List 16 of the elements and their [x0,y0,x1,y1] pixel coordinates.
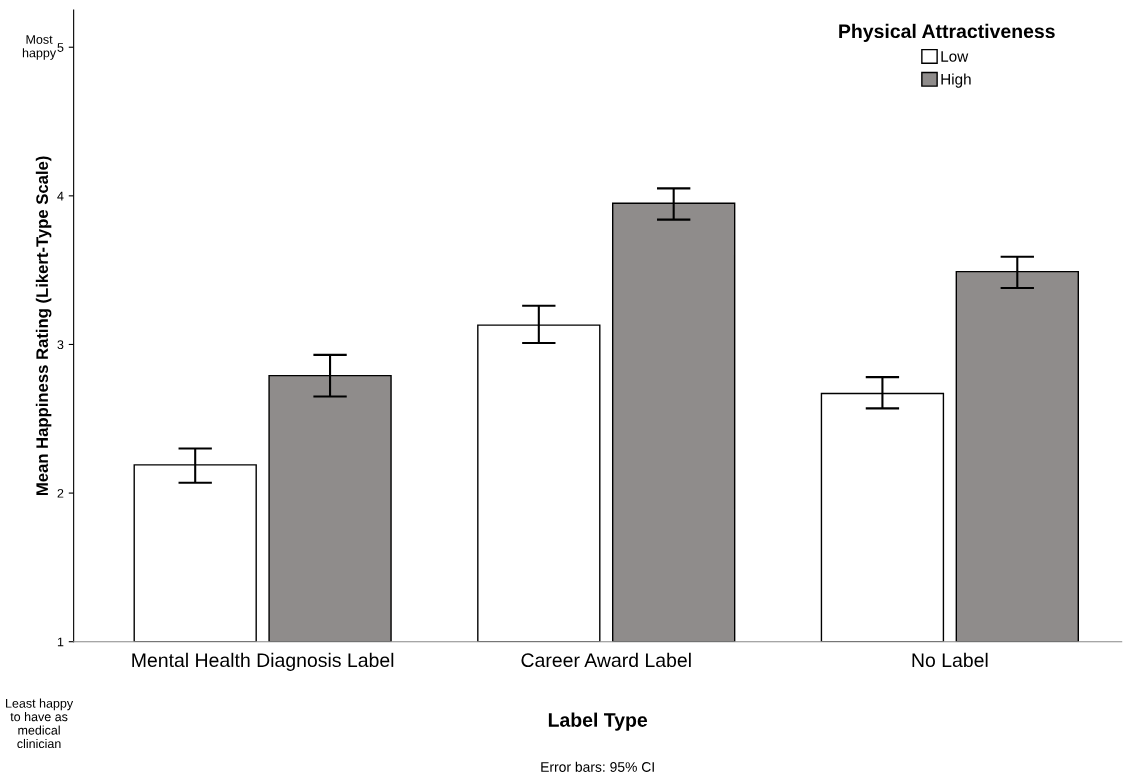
y-tick-label: 1 [57,637,64,647]
x-tick-label: No Label [912,652,988,668]
y-tick-label: 3 [57,340,64,350]
y-tick-label: 4 [57,191,64,201]
y-tick-label: 5 [57,43,64,52]
text: Least happy to have as medical clinician [6,698,74,749]
legend-label: Low [941,51,969,62]
x-axis-title: Label Type [548,712,648,731]
y-axis-title: Mean Happiness Rating (Likert-Type Scale) [35,156,52,496]
x-tick-label: Mental Health Diagnosis Label [132,652,394,671]
x-tick-label: Career Award Label [521,652,691,668]
legend-title: Physical Attractiveness [839,23,1055,42]
y-tick-label: 2 [57,488,64,498]
text: Error bars: 95% CI [541,761,654,772]
legend-label: High [941,73,971,88]
text: Most happy [22,35,57,60]
